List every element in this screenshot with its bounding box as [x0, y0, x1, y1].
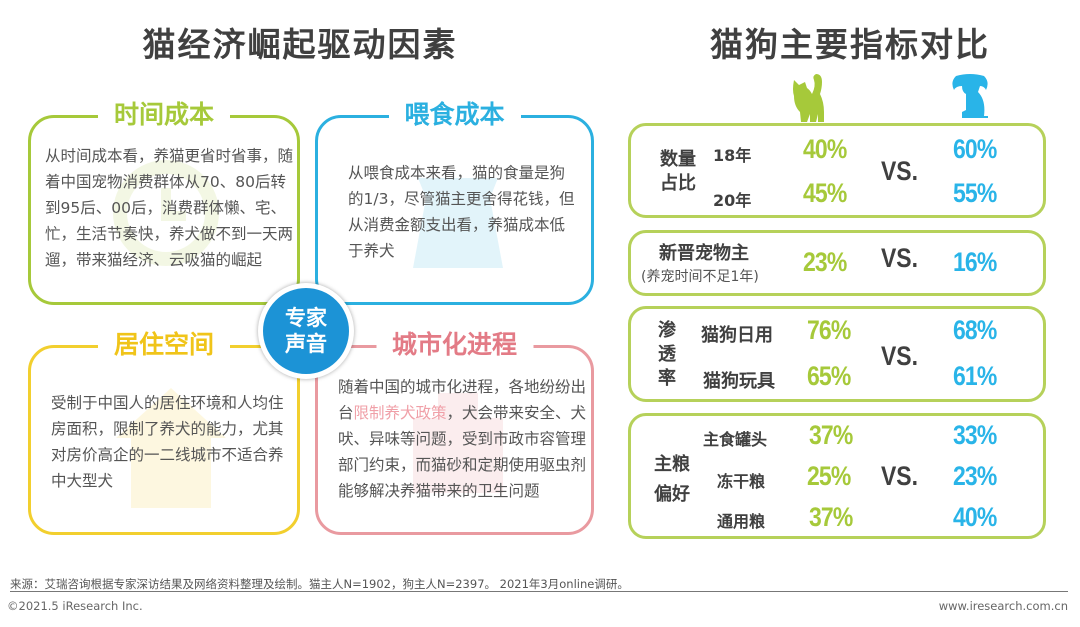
card-body: 从喂食成本来看，猫的食量是狗的1/3，尽管猫主更舍得花钱，但从消费金额支出看，养… [348, 164, 575, 260]
food-type-label: 通用粮 [717, 512, 766, 531]
category-label: 猫狗玩具 [703, 371, 775, 392]
year-label: 18年 [713, 146, 752, 165]
expert-voice-badge: 专家 声音 [258, 283, 354, 379]
badge-line-1: 专家 [285, 306, 327, 330]
cat-value: 37% [809, 420, 853, 450]
row-label: 主粮 偏好 [649, 450, 695, 510]
row-label-line: 主粮 [654, 454, 690, 475]
dog-icon [952, 74, 988, 118]
row-label-line: 偏好 [654, 484, 690, 505]
clock-watermark-icon [113, 160, 219, 266]
body-text: 随着中国的城市化进程，各地纷纷出台 [338, 378, 587, 422]
row-label-line: 透 [658, 344, 676, 365]
vs-label: VS. [881, 156, 919, 186]
copyright: ©2021.5 iResearch Inc. [7, 599, 143, 613]
dog-value: 55% [953, 178, 997, 208]
comparison-staple-food-preference: 主粮 偏好 主食罐头 冻干粮 通用粮 37% 25% 37% VS. 33% 2… [628, 413, 1046, 539]
building-watermark-icon [413, 393, 503, 493]
comparison-penetration-rate: 渗 透 率 猫狗日用 猫狗玩具 76% 65% VS. 68% 61% [628, 306, 1046, 402]
row-label-line: 数量 [660, 149, 696, 170]
cat-icon [793, 74, 824, 122]
food-type-label: 主食罐头 [703, 430, 768, 449]
card-title: 居住空间 [97, 328, 231, 362]
cat-value: 40% [803, 134, 847, 164]
dog-value: 16% [953, 247, 997, 277]
factor-card-feeding-cost: 喂食成本 从喂食成本来看，猫的食量是狗的1/3，尽管猫主更舍得花钱，但从消费金额… [315, 98, 594, 305]
factor-card-living-space: 居住空间 受制于中国人的居住环境和人均住房面积，限制了养犬的能力，尤其对房价高企… [28, 328, 300, 535]
factor-card-time-cost: 时间成本 从时间成本看，养猫更省时省事，随着中国宠物消费群体从70、80后转到9… [28, 98, 300, 305]
card-title: 时间成本 [97, 98, 231, 132]
cat-value: 45% [803, 178, 847, 208]
factor-card-urbanization: 城市化进程 随着中国的城市化进程，各地纷纷出台限制养犬政策，犬会带来安全、犬吠、… [315, 328, 594, 535]
row-label-line: 率 [658, 368, 676, 389]
row-label: 数量 占比 [655, 148, 701, 196]
card-body: 受制于中国人的居住环境和人均住房面积，限制了养犬的能力，尤其对房价高企的一二线城… [51, 394, 284, 490]
dog-value: 33% [953, 420, 997, 450]
row-label: 新晋宠物主 [659, 243, 749, 264]
badge-line-2: 声音 [285, 332, 327, 356]
website-link[interactable]: www.iresearch.com.cn [938, 599, 1068, 613]
right-section-title: 猫狗主要指标对比 [710, 25, 990, 64]
dog-value: 68% [953, 315, 997, 345]
card-title: 喂食成本 [388, 98, 521, 132]
card-body: 随着中国的城市化进程，各地纷纷出台限制养犬政策，犬会带来安全、犬吠、异味等问题，… [338, 374, 588, 504]
vs-label: VS. [881, 341, 919, 371]
dog-value: 61% [953, 361, 997, 391]
year-label: 20年 [713, 191, 752, 210]
category-label: 猫狗日用 [701, 325, 773, 346]
house-watermark-icon [116, 388, 226, 508]
dog-value: 23% [953, 461, 997, 491]
highlighted-policy-text: 限制养犬政策 [353, 404, 447, 422]
row-label-line: 渗 [658, 320, 676, 341]
body-text: ，犬会带来安全、犬吠、异味等问题，受到市政市容管理部门约束，而猫砂和定期使用驱虫… [338, 404, 587, 500]
cat-value: 76% [807, 315, 851, 345]
cat-value: 25% [807, 461, 851, 491]
dog-value: 40% [953, 502, 997, 532]
footer-divider [10, 591, 1068, 592]
row-label: 渗 透 率 [655, 319, 679, 391]
comparison-new-owners: 新晋宠物主 (养宠时间不足1年) 23% VS. 16% [628, 230, 1046, 296]
card-title: 城市化进程 [375, 328, 534, 362]
dog-value: 60% [953, 134, 997, 164]
cat-value: 65% [807, 361, 851, 391]
source-note: 来源：艾瑞咨询根据专家深访结果及网络资料整理及绘制。猫主人N=1902，狗主人N… [10, 577, 629, 591]
vs-label: VS. [881, 461, 919, 491]
food-type-label: 冻干粮 [717, 472, 766, 491]
food-bag-watermark-icon [413, 178, 503, 268]
comparison-quantity-share: 数量 占比 18年 20年 40% 45% VS. 60% 55% [628, 123, 1046, 218]
cat-value: 37% [809, 502, 853, 532]
card-body: 从时间成本看，养猫更省时省事，随着中国宠物消费群体从70、80后转到95后、00… [45, 147, 294, 269]
cat-value: 23% [803, 247, 847, 277]
vs-label: VS. [881, 243, 919, 273]
row-label-line: 占比 [660, 173, 696, 194]
left-section-title: 猫经济崛起驱动因素 [142, 25, 458, 64]
row-note: (养宠时间不足1年) [641, 269, 759, 285]
